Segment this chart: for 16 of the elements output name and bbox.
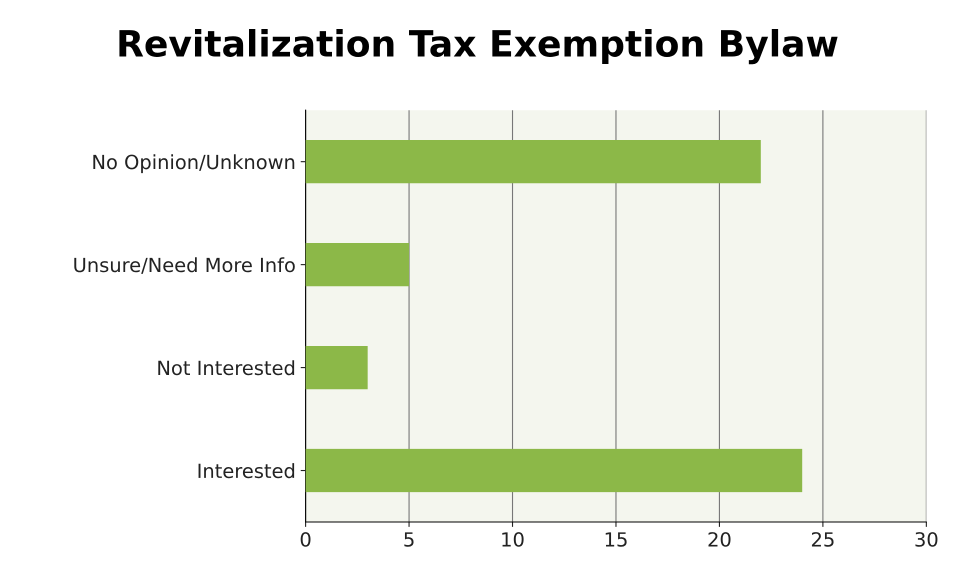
- x-tick-label: 30: [915, 532, 938, 547]
- chart-title: Revitalization Tax Exemption Bylaw: [119, 29, 838, 64]
- x-tick-label: 20: [708, 532, 731, 547]
- x-tick-label: 15: [606, 532, 627, 547]
- y-tick-label: Not Interested: [158, 360, 294, 376]
- y-tick-label: Interested: [198, 463, 294, 478]
- x-tick-label: 10: [502, 532, 524, 547]
- x-tick-label: 5: [404, 532, 414, 547]
- bar: [306, 140, 761, 184]
- x-tick-label: 0: [300, 532, 310, 547]
- bar: [306, 346, 368, 390]
- y-tick-label: Unsure/Need More Info: [74, 257, 295, 274]
- bar: [306, 448, 802, 492]
- y-tick-label: No Opinion/Unknown: [93, 154, 294, 174]
- bar: [306, 243, 410, 286]
- x-tick-label: 25: [812, 532, 834, 547]
